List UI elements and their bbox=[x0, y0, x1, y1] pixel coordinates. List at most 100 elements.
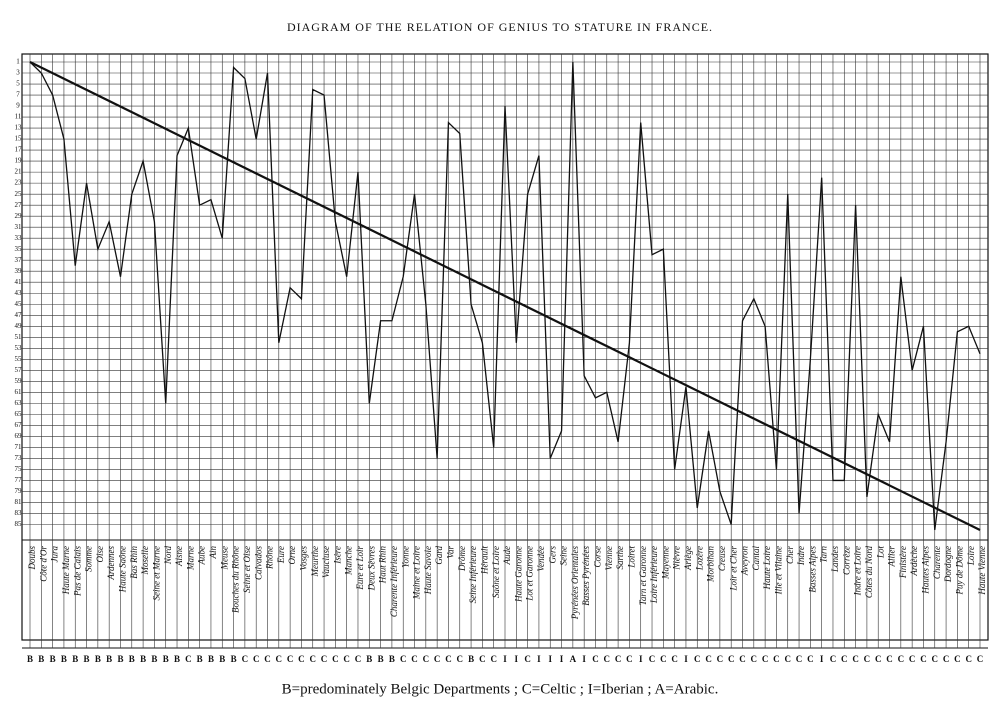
group-label: C bbox=[185, 654, 192, 664]
x-tick-label: Cher bbox=[785, 546, 795, 564]
x-tick-label: Vendée bbox=[536, 546, 546, 571]
y-tick-label: 51 bbox=[15, 333, 23, 341]
x-tick-label: Bas Rhin bbox=[129, 546, 139, 579]
x-tick-label: Saône et Loire bbox=[491, 546, 501, 598]
group-label: B bbox=[219, 654, 225, 664]
group-label: C bbox=[355, 654, 362, 664]
group-label: B bbox=[197, 654, 203, 664]
x-tick-label: Ardèche bbox=[909, 546, 919, 577]
group-label: C bbox=[705, 654, 712, 664]
group-label: C bbox=[739, 654, 746, 664]
group-label: C bbox=[671, 654, 678, 664]
y-tick-label: 13 bbox=[15, 124, 23, 132]
group-label: B bbox=[208, 654, 214, 664]
group-label: C bbox=[276, 654, 283, 664]
y-tick-label: 65 bbox=[15, 410, 23, 418]
group-label: B bbox=[95, 654, 101, 664]
x-tick-label: Var bbox=[446, 546, 456, 559]
y-tick-label: 61 bbox=[15, 388, 23, 396]
group-label: I bbox=[639, 654, 643, 664]
group-label: C bbox=[615, 654, 622, 664]
group-label: C bbox=[886, 654, 893, 664]
x-tick-label: Côtes du Nord bbox=[864, 546, 874, 599]
group-label: B bbox=[468, 654, 474, 664]
x-tick-label: Haute Savoie bbox=[423, 546, 433, 595]
stature-line bbox=[29, 61, 981, 531]
group-label: B bbox=[366, 654, 372, 664]
group-label: C bbox=[784, 654, 791, 664]
x-tick-label: Meuse bbox=[219, 546, 229, 571]
group-label: C bbox=[660, 654, 667, 664]
x-tick-label: Doubs bbox=[27, 546, 37, 571]
x-tick-label: Puy de Dôme bbox=[954, 546, 964, 595]
x-tick-label: Basses Pyrénées bbox=[581, 546, 591, 606]
group-label: B bbox=[163, 654, 169, 664]
group-label: C bbox=[830, 654, 837, 664]
x-tick-label: Indre et Loire bbox=[853, 546, 863, 596]
group-label: C bbox=[411, 654, 418, 664]
x-tick-label: Jura bbox=[50, 546, 60, 563]
y-tick-label: 63 bbox=[15, 399, 23, 407]
group-label: I bbox=[548, 654, 552, 664]
group-label: C bbox=[253, 654, 260, 664]
x-tick-label: Yonne bbox=[400, 546, 410, 568]
group-label: B bbox=[38, 654, 44, 664]
y-tick-label: 69 bbox=[15, 432, 23, 440]
group-label: C bbox=[864, 654, 871, 664]
genius-line bbox=[29, 61, 981, 531]
x-tick-label: Calvados bbox=[253, 546, 263, 580]
group-label: C bbox=[751, 654, 758, 664]
y-tick-label: 7 bbox=[16, 91, 20, 99]
group-label: I bbox=[684, 654, 688, 664]
x-tick-label: Pas de Calais bbox=[72, 546, 82, 597]
group-label: B bbox=[106, 654, 112, 664]
group-label: B bbox=[231, 654, 237, 664]
group-label: C bbox=[490, 654, 497, 664]
x-tick-label: Aveyron bbox=[740, 546, 750, 577]
x-tick-label: Vosges bbox=[298, 546, 308, 571]
x-tick-label: Lot bbox=[875, 546, 885, 560]
group-label: B bbox=[72, 654, 78, 664]
group-label: I bbox=[537, 654, 541, 664]
x-tick-label: Haute Garonne bbox=[513, 546, 523, 603]
group-label: C bbox=[309, 654, 316, 664]
y-tick-label: 29 bbox=[15, 212, 23, 220]
group-label: I bbox=[820, 654, 824, 664]
y-tick-label: 75 bbox=[15, 465, 23, 473]
group-label: B bbox=[140, 654, 146, 664]
x-tick-label: Meurthe bbox=[310, 546, 320, 578]
group-label: B bbox=[151, 654, 157, 664]
group-label: C bbox=[626, 654, 633, 664]
y-tick-label: 59 bbox=[15, 377, 23, 385]
group-label: C bbox=[852, 654, 859, 664]
x-tick-label: Corse bbox=[593, 546, 603, 568]
x-tick-label: Tarn et Garonne bbox=[638, 546, 648, 605]
group-label: C bbox=[524, 654, 531, 664]
group-label: C bbox=[762, 654, 769, 664]
group-label: C bbox=[694, 654, 701, 664]
y-tick-label: 15 bbox=[15, 135, 23, 143]
group-label: B bbox=[174, 654, 180, 664]
x-tick-label: Cantal bbox=[751, 546, 761, 571]
group-label: C bbox=[773, 654, 780, 664]
x-tick-label: Loir et Cher bbox=[728, 546, 738, 592]
y-tick-label: 45 bbox=[15, 300, 23, 308]
chart-title: DIAGRAM OF THE RELATION OF GENIUS TO STA… bbox=[287, 20, 713, 34]
x-tick-label: Hérault bbox=[479, 546, 489, 575]
x-tick-label: Seine et Marne bbox=[151, 546, 161, 600]
y-tick-label: 11 bbox=[15, 113, 22, 121]
y-tick-label: 43 bbox=[15, 289, 23, 297]
x-tick-label: Mayenne bbox=[660, 546, 670, 580]
y-tick-label: 37 bbox=[15, 256, 23, 264]
x-tick-label: Loire Inférieure bbox=[649, 546, 659, 604]
y-tick-label: 83 bbox=[15, 509, 23, 517]
y-tick-label: 39 bbox=[15, 267, 23, 275]
y-tick-label: 1 bbox=[16, 58, 20, 66]
x-tick-label: Eure bbox=[276, 546, 286, 564]
y-tick-label: 73 bbox=[15, 454, 23, 462]
x-tick-label: Côte d'Or bbox=[38, 546, 48, 582]
x-tick-label: Isère bbox=[332, 546, 342, 565]
group-label: I bbox=[515, 654, 519, 664]
y-tick-label: 23 bbox=[15, 179, 23, 187]
group-label: C bbox=[909, 654, 916, 664]
